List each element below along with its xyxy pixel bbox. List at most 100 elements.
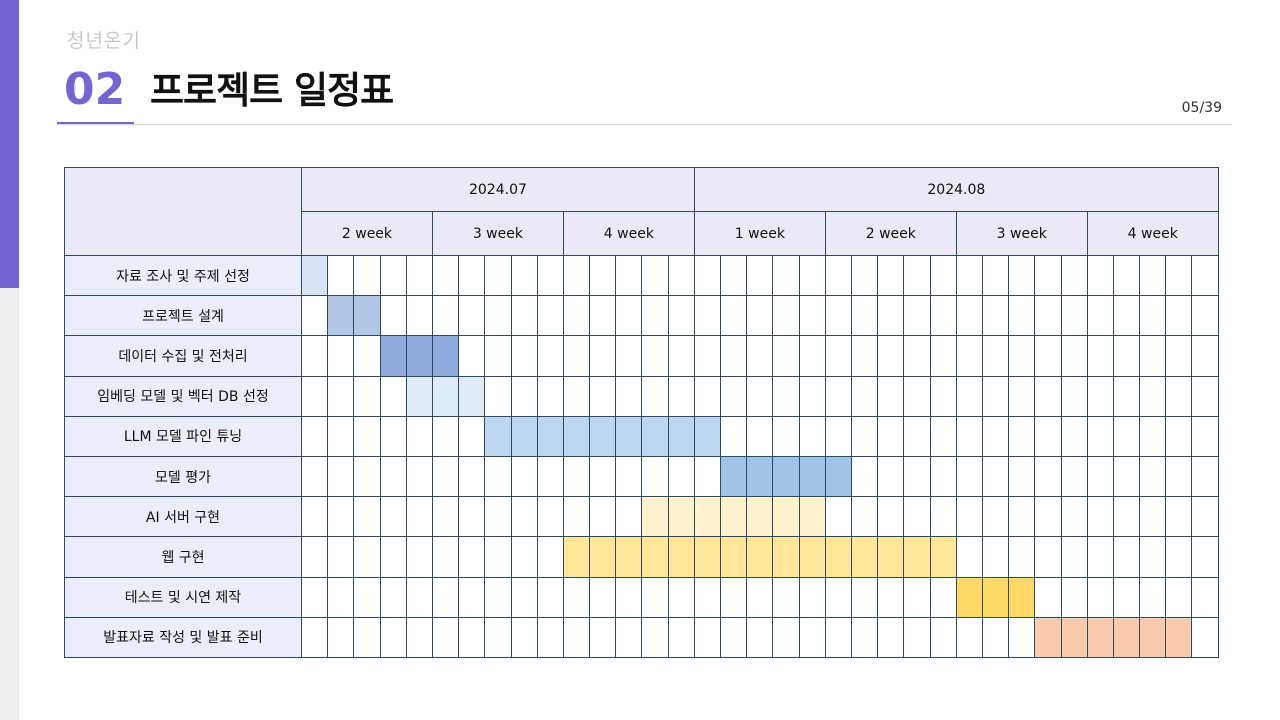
timeline-cell [379, 616, 407, 658]
timeline-cell [667, 375, 695, 417]
timeline-cell [458, 576, 486, 618]
week-header: 3 week [955, 211, 1088, 256]
task-row: 모델 평가 [64, 455, 1219, 498]
timeline-cell [641, 335, 669, 377]
timeline-cell [458, 335, 486, 377]
timeline-cell [798, 375, 826, 417]
timeline-cell [300, 536, 329, 578]
timeline-cell [903, 335, 931, 377]
timeline-cell [1191, 536, 1219, 578]
timeline-cell [562, 496, 591, 538]
timeline-cell [300, 335, 329, 377]
timeline-cell [405, 295, 433, 337]
timeline-cell [327, 415, 355, 457]
timeline-cell [353, 254, 381, 297]
timeline-cell [851, 616, 879, 658]
gantt-bar-cell [1060, 616, 1088, 658]
timeline-cell [562, 576, 591, 618]
gantt-bar-cell [589, 415, 617, 457]
timeline-cell [1165, 295, 1193, 337]
gantt-bar-cell [562, 415, 591, 457]
timeline-cell [300, 616, 329, 658]
timeline-cell [405, 254, 433, 297]
timeline-cell [955, 496, 983, 538]
timeline-cell [1008, 536, 1036, 578]
week-header: 1 week [693, 211, 826, 256]
timeline-cell [851, 496, 879, 538]
timeline-cell [1060, 375, 1088, 417]
timeline-cell [929, 375, 957, 417]
task-label: AI 서버 구현 [64, 496, 302, 538]
timeline-cell [877, 335, 905, 377]
timeline-cell [379, 536, 407, 578]
gantt-bar-cell [798, 496, 826, 538]
timeline-cell [981, 536, 1010, 578]
timeline-cell [1008, 496, 1036, 538]
timeline-cell [300, 415, 329, 457]
timeline-cell [851, 455, 879, 498]
timeline-cell [1034, 415, 1062, 457]
timeline-cell [667, 295, 695, 337]
timeline-cell [720, 415, 748, 457]
timeline-cell [877, 616, 905, 658]
gantt-bar-cell [746, 496, 774, 538]
timeline-cell [327, 375, 355, 417]
timeline-cell [1060, 496, 1088, 538]
timeline-cell [300, 455, 329, 498]
timeline-cell [903, 455, 931, 498]
timeline-cell [1008, 295, 1036, 337]
timeline-cell [877, 496, 905, 538]
timeline-cell [641, 295, 669, 337]
timeline-cell [458, 415, 486, 457]
timeline-cell [955, 295, 983, 337]
timeline-cell [824, 496, 853, 538]
timeline-cell [1086, 254, 1114, 297]
timeline-cell [1008, 254, 1036, 297]
timeline-cell [1008, 375, 1036, 417]
timeline-cell [405, 455, 433, 498]
timeline-cell [379, 415, 407, 457]
corner-header-cell [64, 167, 302, 256]
task-row: 자료 조사 및 주제 선정 [64, 254, 1219, 297]
timeline-cell [981, 496, 1010, 538]
timeline-cell [1086, 536, 1114, 578]
gantt-bar-cell [955, 576, 983, 618]
timeline-cell [824, 375, 853, 417]
timeline-cell [1060, 536, 1088, 578]
gantt-bar-cell [405, 335, 433, 377]
timeline-cell [1139, 415, 1167, 457]
timeline-cell [615, 496, 643, 538]
week-header: 2 week [824, 211, 957, 256]
timeline-cell [693, 335, 722, 377]
timeline-cell [405, 415, 433, 457]
timeline-cell [772, 254, 800, 297]
timeline-cell [1034, 455, 1062, 498]
timeline-cell [903, 295, 931, 337]
timeline-cell [772, 616, 800, 658]
timeline-cell [536, 295, 564, 337]
timeline-cell [431, 496, 460, 538]
timeline-cell [484, 455, 512, 498]
timeline-cell [981, 455, 1010, 498]
timeline-cell [536, 335, 564, 377]
timeline-cell [693, 375, 722, 417]
gantt-bar-cell [667, 415, 695, 457]
timeline-cell [536, 536, 564, 578]
gantt-bar-cell [641, 415, 669, 457]
task-label: 프로젝트 설계 [64, 295, 302, 337]
timeline-cell [562, 254, 591, 297]
timeline-cell [327, 576, 355, 618]
header-divider [57, 124, 1232, 125]
timeline-cell [353, 415, 381, 457]
task-row: AI 서버 구현 [64, 496, 1219, 538]
timeline-cell [484, 616, 512, 658]
timeline-cell [929, 496, 957, 538]
timeline-cell [562, 335, 591, 377]
timeline-cell [1112, 455, 1141, 498]
timeline-cell [746, 616, 774, 658]
timeline-cell [746, 576, 774, 618]
timeline-cell [1112, 254, 1141, 297]
month-header-row: 2024.07 2024.08 [64, 167, 1219, 256]
timeline-cell [562, 375, 591, 417]
timeline-cell [824, 295, 853, 337]
